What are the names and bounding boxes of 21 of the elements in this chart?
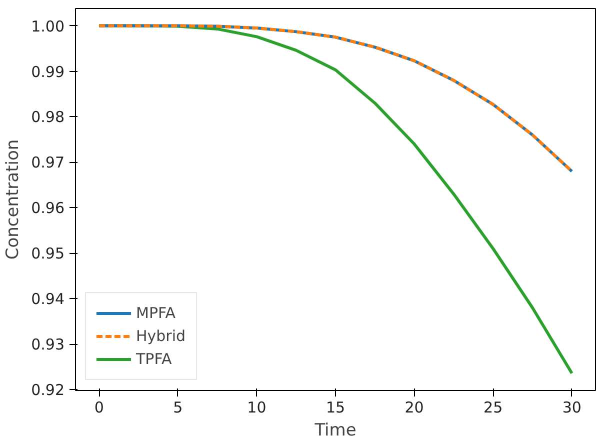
y-tick-label: 1.00 [31, 17, 65, 36]
y-tick-label: 0.99 [31, 62, 65, 81]
y-tick-label: 0.94 [31, 290, 65, 308]
x-tick-label: 10 [247, 398, 266, 416]
x-tick-label: 20 [404, 398, 424, 416]
y-tick-label: 0.92 [31, 381, 65, 400]
x-tick-label: 25 [484, 398, 503, 416]
y-tick-label: 0.95 [31, 244, 65, 263]
legend-label: TPFA [136, 350, 172, 368]
x-tick-label: 30 [562, 398, 582, 416]
legend-label: Hybrid [136, 327, 186, 345]
x-tick-label: 0 [94, 398, 104, 416]
x-tick-label: 15 [326, 398, 346, 416]
legend-label: MPFA [136, 304, 176, 322]
y-tick-label: 0.98 [31, 108, 65, 126]
y-tick-label: 0.93 [31, 336, 65, 354]
y-axis-title: Concentration [3, 139, 24, 260]
x-axis-title: Time [314, 420, 356, 440]
y-tick-label: 0.97 [31, 154, 65, 172]
x-tick-label: 5 [173, 398, 183, 416]
y-tick-label: 0.96 [31, 199, 65, 218]
